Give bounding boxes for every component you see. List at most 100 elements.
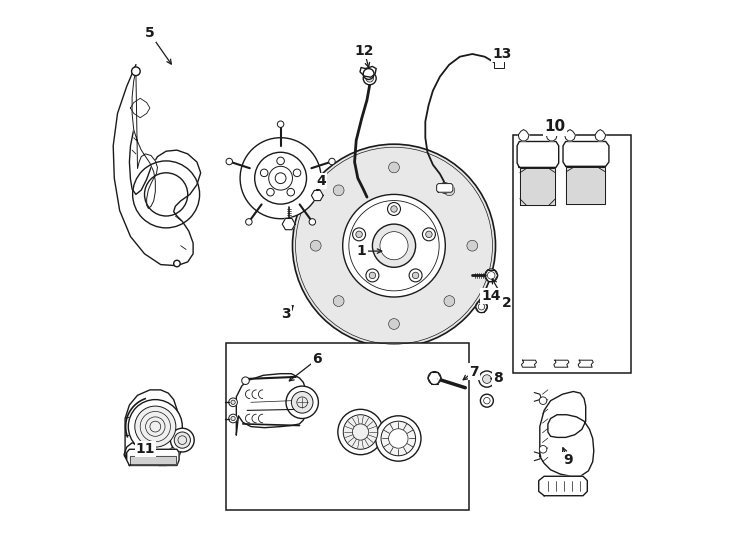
Circle shape	[287, 188, 294, 196]
Circle shape	[482, 375, 491, 383]
Polygon shape	[563, 141, 609, 166]
Circle shape	[388, 162, 399, 173]
Polygon shape	[132, 70, 158, 208]
Circle shape	[444, 185, 455, 195]
Circle shape	[428, 372, 441, 384]
Circle shape	[440, 183, 450, 193]
Circle shape	[229, 414, 237, 423]
Circle shape	[246, 219, 252, 225]
Circle shape	[261, 169, 268, 177]
Text: 8: 8	[493, 371, 503, 385]
Bar	[225, 343, 468, 510]
Polygon shape	[546, 130, 557, 141]
Circle shape	[369, 272, 376, 279]
Circle shape	[423, 228, 435, 241]
Text: 13: 13	[493, 47, 512, 61]
Circle shape	[467, 240, 478, 251]
Circle shape	[174, 432, 190, 448]
Text: 2: 2	[501, 296, 511, 310]
Circle shape	[413, 272, 419, 279]
Polygon shape	[539, 476, 587, 496]
Polygon shape	[554, 360, 569, 367]
Circle shape	[231, 416, 235, 421]
Circle shape	[381, 421, 415, 456]
Polygon shape	[311, 190, 323, 201]
Circle shape	[484, 269, 498, 282]
Text: 10: 10	[545, 119, 565, 134]
Circle shape	[231, 400, 235, 404]
Polygon shape	[518, 130, 529, 141]
Circle shape	[356, 231, 363, 238]
Circle shape	[338, 409, 383, 455]
Polygon shape	[125, 390, 182, 465]
Text: 9: 9	[563, 453, 573, 467]
Circle shape	[128, 400, 182, 454]
Polygon shape	[124, 443, 145, 463]
Text: 11: 11	[136, 442, 156, 456]
Polygon shape	[131, 456, 176, 464]
Circle shape	[479, 371, 495, 387]
Bar	[494, 54, 504, 68]
Polygon shape	[521, 360, 537, 367]
Circle shape	[135, 406, 176, 447]
Circle shape	[170, 428, 195, 452]
Text: 5: 5	[145, 26, 155, 40]
Text: 12: 12	[355, 44, 374, 58]
Circle shape	[309, 219, 316, 225]
Circle shape	[286, 386, 319, 418]
Circle shape	[372, 224, 415, 267]
Circle shape	[333, 296, 344, 307]
Circle shape	[539, 397, 547, 404]
Circle shape	[294, 169, 301, 177]
Polygon shape	[282, 219, 295, 230]
Circle shape	[426, 231, 432, 238]
Circle shape	[476, 301, 487, 313]
Bar	[513, 135, 631, 373]
Polygon shape	[539, 392, 594, 476]
Circle shape	[388, 202, 401, 215]
Polygon shape	[360, 66, 377, 77]
Circle shape	[352, 228, 366, 241]
Circle shape	[266, 188, 275, 196]
Circle shape	[376, 416, 421, 461]
Polygon shape	[236, 374, 307, 435]
Text: 4: 4	[316, 174, 326, 188]
Circle shape	[539, 446, 547, 453]
Circle shape	[480, 394, 493, 407]
Circle shape	[380, 232, 408, 260]
Circle shape	[444, 296, 455, 307]
Circle shape	[275, 173, 286, 184]
Circle shape	[310, 240, 321, 251]
Circle shape	[343, 194, 446, 297]
Text: 7: 7	[469, 364, 479, 379]
Circle shape	[388, 319, 399, 329]
Polygon shape	[520, 168, 556, 205]
Polygon shape	[437, 184, 453, 192]
Circle shape	[390, 206, 397, 212]
Polygon shape	[113, 65, 200, 266]
Circle shape	[277, 157, 284, 165]
Circle shape	[409, 269, 422, 282]
Polygon shape	[517, 141, 559, 167]
Circle shape	[329, 158, 335, 165]
Circle shape	[363, 69, 374, 79]
Text: 14: 14	[482, 289, 501, 303]
Circle shape	[366, 269, 379, 282]
Text: 6: 6	[313, 352, 322, 366]
Circle shape	[363, 72, 377, 85]
Circle shape	[291, 392, 313, 413]
Circle shape	[241, 377, 250, 384]
Text: 1: 1	[357, 244, 366, 258]
Polygon shape	[131, 98, 150, 118]
Polygon shape	[578, 360, 593, 367]
Text: 3: 3	[281, 307, 291, 321]
Circle shape	[388, 429, 408, 448]
Circle shape	[366, 75, 374, 82]
Circle shape	[333, 185, 344, 195]
Polygon shape	[566, 167, 605, 204]
Circle shape	[226, 158, 233, 165]
Polygon shape	[564, 130, 575, 141]
Polygon shape	[595, 130, 606, 141]
Circle shape	[240, 138, 321, 219]
Polygon shape	[127, 449, 179, 465]
